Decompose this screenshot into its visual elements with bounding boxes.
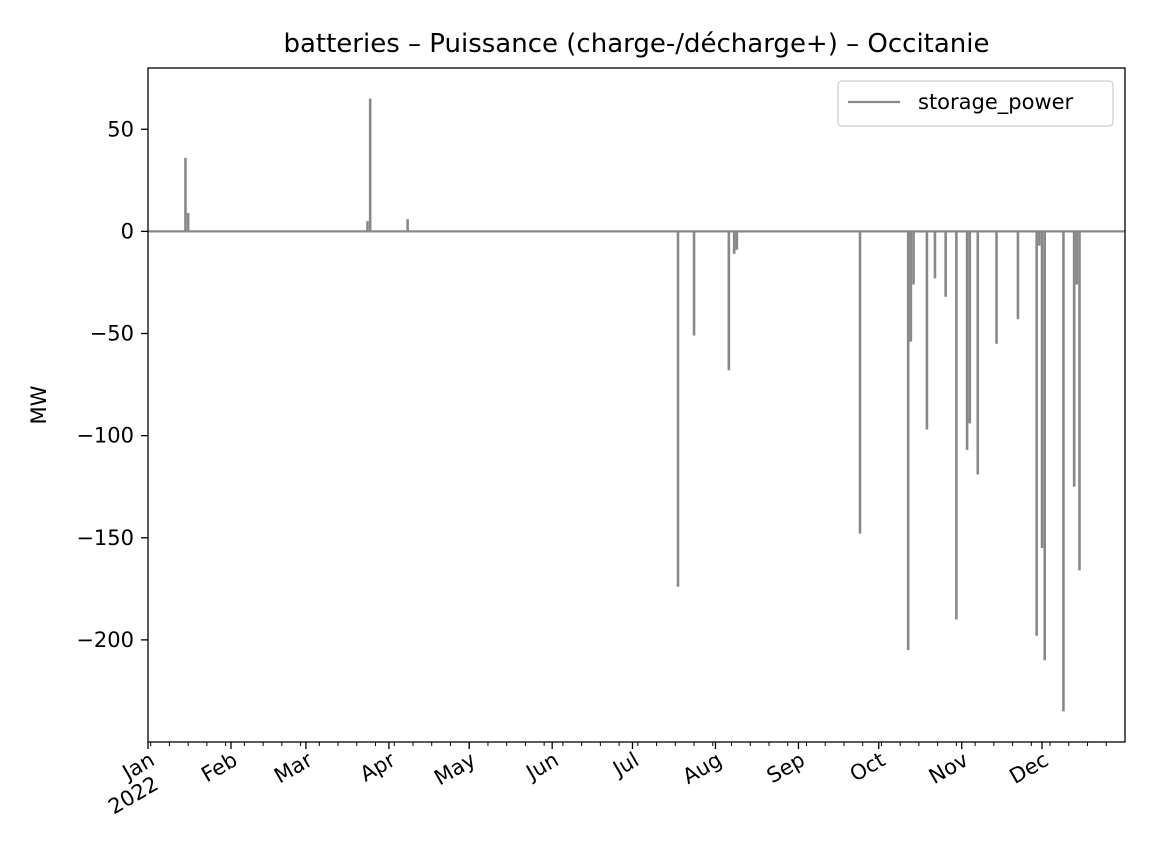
- y-tick-label: −50: [90, 322, 134, 346]
- plot-frame: [147, 67, 1126, 743]
- x-tick-label: May: [430, 748, 480, 790]
- x-tick-label: Apr: [356, 747, 400, 786]
- x-tick-label: Nov: [925, 748, 973, 789]
- plot-area: [148, 98, 1125, 712]
- y-tick-label: −200: [76, 628, 134, 652]
- y-tick-label: −100: [76, 424, 134, 448]
- legend-box: [837, 80, 1114, 127]
- x-tick-label: Aug: [678, 748, 726, 789]
- legend: storage_power: [837, 80, 1114, 127]
- x-tick-label: Dec: [1005, 748, 1052, 789]
- legend-label-storage-power: storage_power: [918, 90, 1074, 115]
- x-tick-label: Mar: [270, 747, 317, 788]
- y-tick-label: −150: [76, 526, 134, 550]
- y-tick-label: 50: [107, 117, 134, 141]
- y-axis: 50 0 −50 −100 −150 −200: [76, 117, 148, 652]
- x-tick-label: Oct: [846, 748, 889, 787]
- x-tick-label: Sep: [763, 748, 809, 789]
- chart-title: batteries – Puissance (charge-/décharge+…: [283, 29, 989, 59]
- x-tick-label: Jul: [607, 748, 643, 782]
- x-tick-label: Jun: [521, 748, 563, 786]
- x-tick-label: Feb: [197, 748, 241, 787]
- y-axis-label: MW: [27, 385, 51, 424]
- y-tick-label: 0: [121, 219, 134, 243]
